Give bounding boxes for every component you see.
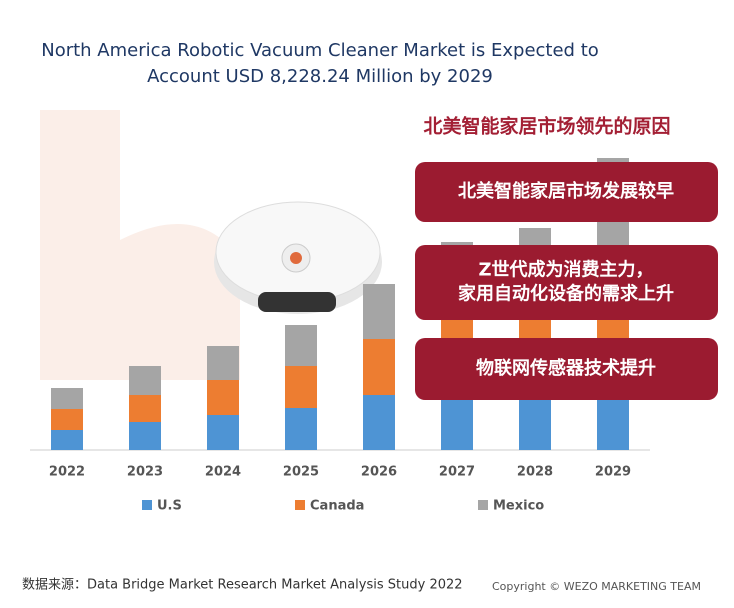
- bar-segment: [51, 430, 83, 450]
- x-tick-label: 2028: [517, 465, 553, 480]
- robot-vacuum: [214, 201, 382, 314]
- legend-swatch: [478, 500, 488, 510]
- reason-text: 北美智能家居市场发展较早: [458, 180, 674, 202]
- x-tick-label: 2023: [127, 465, 163, 480]
- copyright: Copyright © WEZO MARKETING TEAM: [492, 580, 701, 593]
- legend-label: Canada: [310, 499, 364, 514]
- reason-box: [415, 338, 718, 400]
- reason-boxes: 北美智能家居市场发展较早 Z世代成为消费主力，家用自动化设备的需求上升物联网传感器…: [415, 162, 718, 400]
- bar-segment: [285, 325, 317, 366]
- x-tick-label: 2024: [205, 465, 241, 480]
- watermark: [40, 110, 240, 380]
- bar-segment: [129, 422, 161, 450]
- bar-segment: [363, 284, 395, 339]
- bar-segment: [207, 346, 239, 380]
- x-tick-label: 2025: [283, 465, 319, 480]
- panel-heading: 北美智能家居市场领先的原因: [423, 115, 670, 138]
- bar-segment: [51, 388, 83, 409]
- title-line: Account USD 8,228.24 Million by 2029: [147, 66, 493, 87]
- legend-label: Mexico: [493, 499, 544, 514]
- bar-segment: [207, 380, 239, 415]
- bar-segment: [363, 339, 395, 395]
- legend-swatch: [295, 500, 305, 510]
- x-tick-label: 2022: [49, 465, 85, 480]
- bar-segment: [363, 395, 395, 450]
- reason-box: [415, 162, 718, 222]
- reason-box: [415, 245, 718, 320]
- bar-segment: [129, 366, 161, 395]
- reason-text: 物联网传感器技术提升: [476, 357, 656, 379]
- title-line: North America Robotic Vacuum Cleaner Mar…: [41, 40, 599, 61]
- bar-segment: [207, 415, 239, 450]
- x-tick-label: 2026: [361, 465, 397, 480]
- source: 数据来源：Data Bridge Market Research Market …: [22, 578, 463, 593]
- reason-text: 家用自动化设备的需求上升: [458, 283, 674, 305]
- x-tick-label: 2027: [439, 465, 475, 480]
- bar-segment: [285, 408, 317, 450]
- bar-segment: [51, 409, 83, 430]
- legend-swatch: [142, 500, 152, 510]
- bar-segment: [285, 366, 317, 408]
- bar-segment: [129, 395, 161, 422]
- reason-text: Z世代成为消费主力，: [478, 259, 653, 281]
- legend-label: U.S: [157, 499, 182, 514]
- x-tick-label: 2029: [595, 465, 631, 480]
